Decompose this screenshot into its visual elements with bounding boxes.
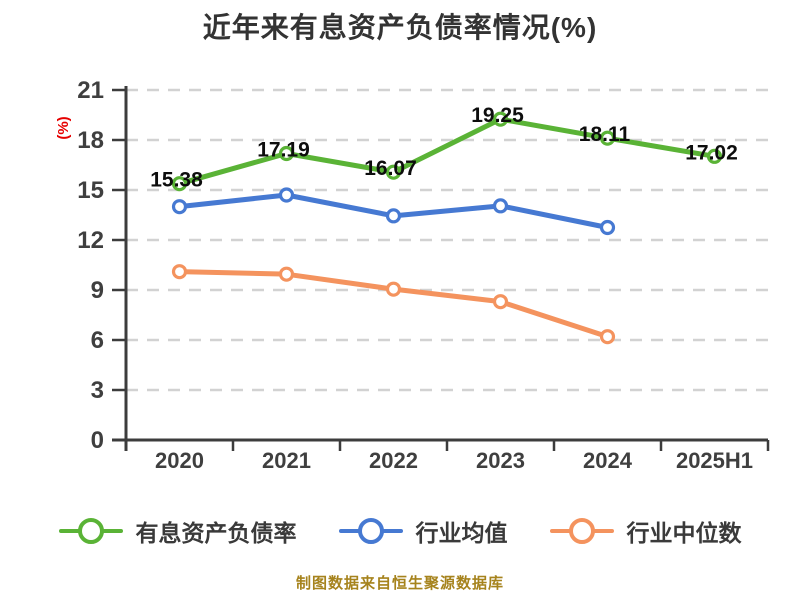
- y-tick-label: 12: [77, 227, 104, 254]
- x-tick-label: 2023: [476, 448, 525, 473]
- data-label: 19.25: [471, 104, 524, 127]
- data-point: [278, 187, 295, 203]
- data-point: [385, 281, 402, 297]
- x-tick-label: 2025H1: [676, 448, 753, 473]
- data-point: [492, 294, 509, 310]
- y-tick-label: 0: [91, 427, 104, 454]
- data-point: [599, 329, 616, 345]
- data-point: [171, 199, 188, 215]
- chart-title: 近年来有息资产负债率情况(%): [202, 12, 598, 43]
- data-label: 15.38: [150, 169, 203, 192]
- legend-item-industry-median: 行业中位数: [549, 514, 742, 548]
- series-line: [177, 269, 610, 340]
- data-point: [385, 208, 402, 224]
- legend-label: 行业均值: [415, 520, 508, 546]
- y-tick-label: 9: [91, 277, 104, 304]
- y-tick-label: 6: [91, 327, 104, 354]
- data-source-note: 制图数据来自恒生聚源数据库: [295, 575, 504, 592]
- legend-item-industry-mean: 行业均值: [338, 514, 508, 548]
- data-point: [706, 148, 723, 164]
- data-point: [599, 130, 616, 146]
- data-point: [278, 266, 295, 282]
- y-tick-label: 3: [91, 377, 104, 404]
- legend-marker-green-icon: [58, 517, 123, 545]
- data-label: 16.07: [364, 157, 417, 180]
- data-label: 17.02: [685, 141, 738, 164]
- data-label: 18.11: [579, 123, 631, 146]
- legend-label: 有息资产负债率: [135, 520, 297, 546]
- data-point: [385, 164, 402, 180]
- legend-marker-blue-icon: [338, 517, 403, 545]
- data-label: 17.19: [257, 139, 310, 162]
- data-point: [171, 264, 188, 280]
- data-point: [492, 111, 509, 127]
- legend-item-interest-bearing-ratio: 有息资产负债率: [58, 514, 297, 548]
- plot-area: 0 3 6 9 12 15 18 21 2020 2021 2022 2023 2024 2025H1 15…: [77, 77, 770, 473]
- data-point: [278, 145, 295, 162]
- x-tick-label: 2022: [369, 448, 418, 473]
- series-line: [177, 116, 717, 187]
- data-point: [492, 198, 509, 214]
- x-tick-label: 2024: [583, 448, 633, 473]
- x-tick-label: 2020: [155, 448, 204, 473]
- y-tick-label: 21: [77, 77, 104, 104]
- y-tick-label: 15: [77, 177, 104, 204]
- data-point: [171, 176, 188, 192]
- legend: 有息资产负债率 行业均值 行业中位数: [0, 514, 800, 548]
- y-tick-label: 18: [77, 127, 104, 154]
- legend-label: 行业中位数: [626, 520, 742, 546]
- legend-marker-orange-icon: [549, 517, 614, 545]
- x-tick-label: 2021: [262, 448, 311, 473]
- data-point: [599, 219, 616, 236]
